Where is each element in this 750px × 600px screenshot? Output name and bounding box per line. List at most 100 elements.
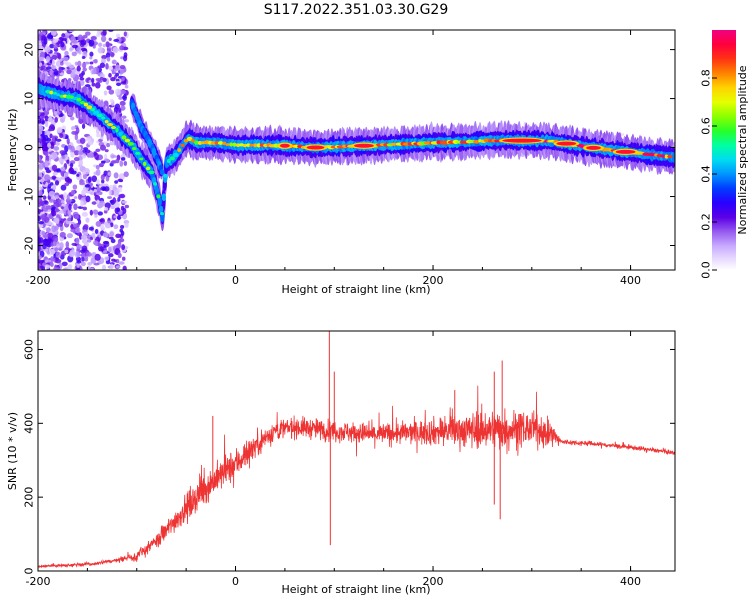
snr-y-tick-label: 0 <box>23 568 36 575</box>
spectrogram-noise-dot <box>53 199 57 204</box>
spectrogram-noise-dot <box>97 243 102 248</box>
spectrogram-noise-dot <box>121 200 128 204</box>
spectrogram-noise-dot <box>98 183 104 187</box>
spectrogram-noise-dot <box>115 64 120 71</box>
spectrogram-noise-dot <box>101 179 105 184</box>
spectrogram-noise-dot <box>81 170 86 175</box>
spectrogram-noise-dot <box>113 259 117 263</box>
spectrogram-noise-dot <box>123 31 127 37</box>
spectrogram-noise-dot <box>117 241 122 248</box>
spectrogram-core-cell <box>83 102 89 107</box>
spectrogram-noise-dot <box>85 217 90 223</box>
spectrogram-noise-dot <box>117 252 122 259</box>
spectrogram-noise-dot <box>84 184 90 188</box>
spectrogram-noise-dot <box>90 36 97 40</box>
spectrogram-noise-dot <box>52 171 58 176</box>
spectrogram-noise-dot <box>115 72 120 77</box>
spectrogram-noise-dot <box>74 214 79 220</box>
spectrogram-noise-dot <box>107 196 113 199</box>
spectrogram-noise-dot <box>60 184 67 191</box>
spectrogram-noise-dot <box>45 66 52 70</box>
spectrogram-noise-dot <box>100 174 105 181</box>
spectrogram-core-cell <box>93 110 100 115</box>
spectrogram-core-cell <box>96 113 103 118</box>
spectrogram-noise-dot <box>81 211 88 217</box>
spectrogram-noise-dot <box>43 216 50 223</box>
spectrogram-noise-dot <box>80 253 87 257</box>
spectrogram-ridge-cell <box>158 205 164 214</box>
spectrogram-noise-dot <box>99 62 106 69</box>
spectrogram-noise-dot <box>80 261 86 267</box>
spectrogram-noise-dot <box>75 237 80 245</box>
spectrogram-noise-dot <box>108 236 114 240</box>
spectrogram-noise-dot <box>94 194 101 202</box>
spectrogram-core-cell <box>65 94 72 99</box>
spectrogram-noise-dot <box>87 239 92 243</box>
spectrogram-noise-dot <box>51 54 58 61</box>
spectrogram-noise-dot <box>44 160 49 166</box>
spectrogram-noise-dot <box>38 111 41 117</box>
spectrogram-core-cell <box>131 147 137 151</box>
spectrogram-noise-dot <box>107 65 114 71</box>
spectrogram-noise-dot <box>84 61 90 65</box>
spectrogram-noise-dot <box>83 147 89 151</box>
spectrogram-noise-dot <box>66 137 70 145</box>
spectrogram-noise-dot <box>108 253 114 258</box>
spectrogram-noise-dot <box>45 169 52 174</box>
spectrogram-noise-dot <box>73 196 78 199</box>
spectrogram-noise-dot <box>124 222 129 228</box>
spectrogram-core-cell <box>660 154 666 158</box>
spectrogram-noise-dot <box>106 142 111 148</box>
spectrogram-noise-dot <box>80 234 87 240</box>
spectrogram-noise-dot <box>42 243 47 250</box>
spectrogram-noise-dot <box>87 261 93 266</box>
spectrogram-noise-dot <box>38 189 41 196</box>
spectrogram-noise-dot <box>64 50 69 56</box>
spectrogram-noise-dot <box>94 213 98 218</box>
spectrogram-core-cell <box>49 90 54 95</box>
spectrogram-noise-dot <box>71 170 77 175</box>
spectrogram-noise-dot <box>99 218 105 222</box>
spectrogram-noise-dot <box>119 193 126 199</box>
spectrogram-noise-dot <box>59 133 64 139</box>
spectrogram-noise-dot <box>67 178 73 184</box>
spectrogram-noise-dot <box>95 169 101 176</box>
spectrogram-noise-dot <box>103 209 108 214</box>
spectrogram-noise-dot <box>98 200 106 207</box>
spectrogram-noise-dot <box>69 47 73 52</box>
spectrogram-noise-dot <box>73 157 80 162</box>
spectrogram-noise-dot <box>94 228 99 234</box>
spectrogram-noise-dot <box>49 248 56 255</box>
spectrogram-noise-dot <box>121 244 126 251</box>
spectrogram-noise-dot <box>63 172 69 177</box>
spectrogram-noise-dot <box>78 73 84 79</box>
spectrogram-noise-dot <box>71 51 77 57</box>
spectrogram-noise-dot <box>49 142 55 150</box>
spectrogram-noise-dot <box>62 132 66 140</box>
spectrogram-noise-dot <box>42 195 47 200</box>
spectrogram-noise-dot <box>101 223 105 230</box>
spectrogram-marks <box>38 30 675 270</box>
spectrogram-noise-dot <box>119 67 125 75</box>
colorbar-label: Normalized spectral amplitude <box>736 65 749 234</box>
spectrogram-noise-dot <box>60 41 65 48</box>
spectrogram-noise-dot <box>97 30 101 35</box>
spectrogram-noise-dot <box>101 264 107 270</box>
spectrogram-noise-dot <box>76 267 81 270</box>
spectrogram-noise-dot <box>119 89 126 95</box>
spectrogram-noise-dot <box>118 108 122 113</box>
spectrogram-noise-dot <box>48 190 55 197</box>
spectrogram-noise-dot <box>38 171 43 179</box>
spectrogram-noise-dot <box>47 142 52 148</box>
colorbar-tick-label: 0.6 <box>700 117 713 135</box>
spectrogram-noise-dot <box>93 262 100 266</box>
spectrogram-noise-dot <box>124 204 130 209</box>
spectrogram-noise-dot <box>65 241 70 249</box>
spectrogram-noise-dot <box>76 262 80 268</box>
spectrogram-y-axis-label: Frequency (Hz) <box>6 109 19 192</box>
spectrogram-noise-dot <box>114 201 120 208</box>
snr-marks <box>38 331 675 569</box>
spectrogram-noise-dot <box>81 245 88 252</box>
spectrogram-noise-dot <box>92 240 99 246</box>
spectrogram-core-cell <box>156 194 161 199</box>
